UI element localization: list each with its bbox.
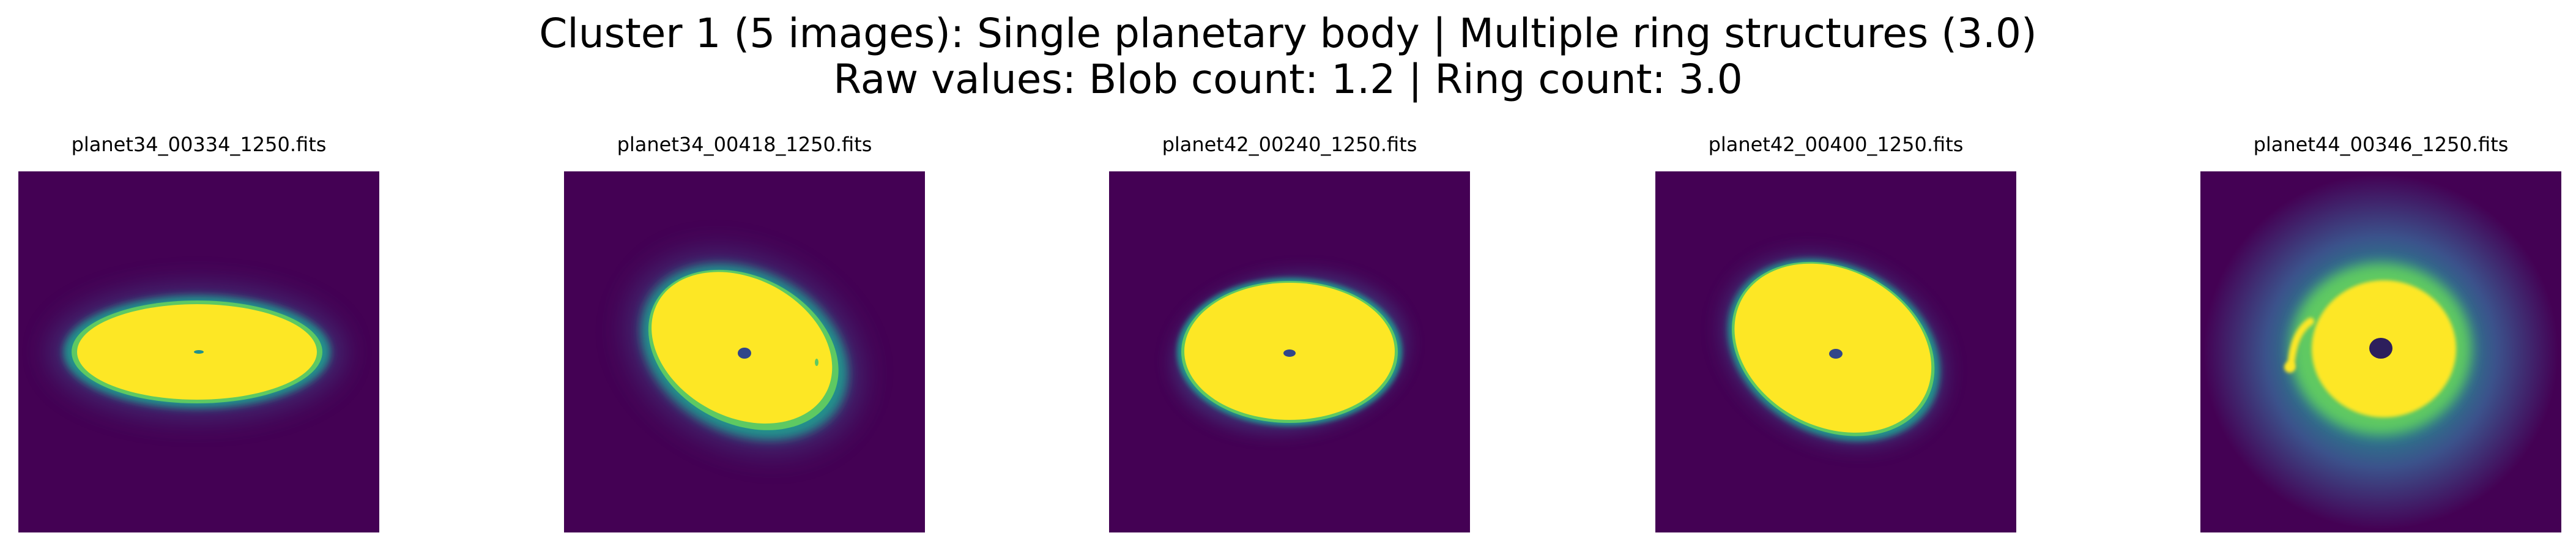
panel-title: planet42_00240_1250.fits [1162, 133, 1417, 156]
disk-image [564, 171, 925, 532]
figure-title: Cluster 1 (5 images): Single planetary b… [539, 10, 2037, 57]
panel-title: planet44_00346_1250.fits [2253, 133, 2509, 156]
figure-subtitle: Raw values: Blob count: 1.2 | Ring count… [833, 56, 1743, 103]
disk-image [18, 171, 379, 532]
disk-image [1655, 171, 2016, 532]
panel-title: planet42_00400_1250.fits [1708, 133, 1964, 156]
disk-image [1109, 171, 1470, 532]
panel-title: planet34_00418_1250.fits [617, 133, 872, 156]
panel-title: planet34_00334_1250.fits [71, 133, 327, 156]
disk-image [2200, 171, 2561, 532]
